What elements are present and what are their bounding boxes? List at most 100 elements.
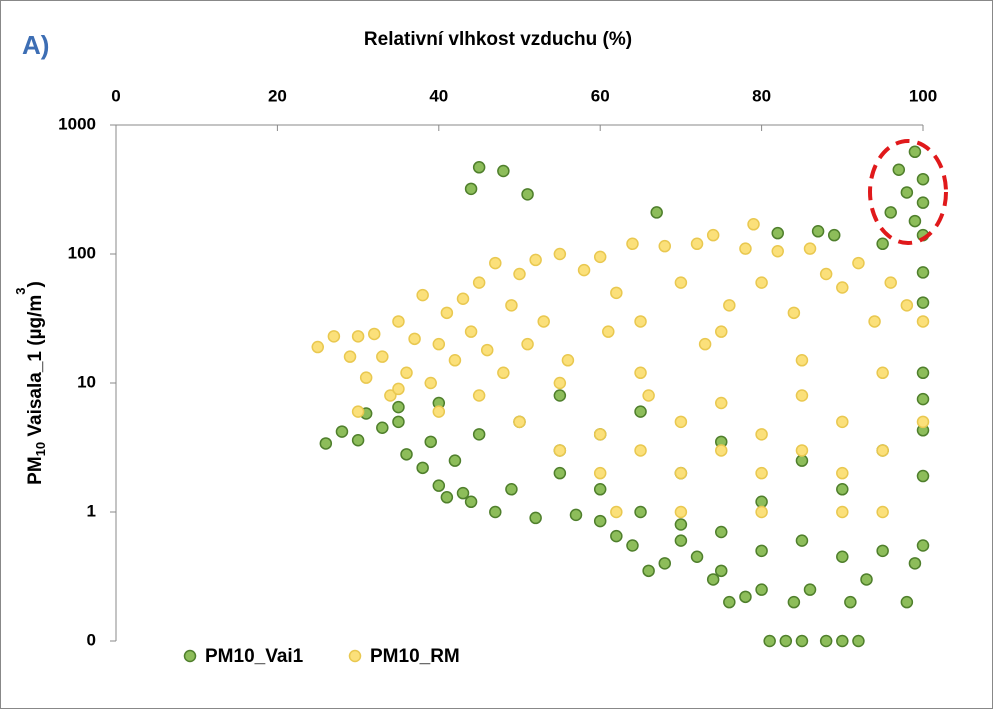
data-point: [392, 315, 405, 328]
y-axis-label-part: 3: [13, 287, 28, 294]
data-point: [876, 505, 889, 519]
data-point: [916, 366, 930, 380]
data-point: [674, 276, 688, 289]
data-point: [836, 634, 849, 648]
data-point: [900, 595, 914, 609]
data-point: [755, 544, 768, 558]
data-point: [610, 505, 623, 519]
data-point: [610, 529, 623, 543]
data-point: [755, 276, 768, 289]
data-point: [359, 371, 373, 384]
data-point: [440, 306, 454, 320]
data-point: [658, 557, 672, 570]
data-point: [819, 634, 833, 648]
x-tick-label: 80: [752, 86, 771, 105]
data-point: [739, 242, 752, 255]
data-point: [795, 534, 809, 547]
x-axis-label: Relativní vlhkost vzduchu (%): [364, 29, 632, 50]
y-tick-label: 1000: [58, 114, 96, 133]
data-point: [795, 634, 809, 648]
data-point: [521, 337, 534, 351]
data-point: [351, 433, 365, 447]
data-point: [787, 595, 801, 609]
data-point: [497, 366, 510, 380]
data-point: [505, 483, 518, 496]
x-tick-label: 0: [111, 86, 120, 105]
data-point: [860, 573, 873, 586]
data-point: [706, 228, 720, 242]
data-point: [795, 354, 809, 367]
data-point: [440, 491, 454, 504]
data-point: [642, 564, 655, 578]
data-point: [674, 534, 688, 547]
data-point: [868, 315, 881, 328]
data-point: [521, 188, 534, 201]
data-point: [602, 325, 615, 338]
data-point: [432, 479, 446, 492]
data-point: [634, 505, 647, 519]
data-point: [916, 315, 930, 328]
data-point: [448, 454, 462, 467]
data-point: [908, 557, 922, 570]
data-point: [634, 366, 647, 380]
data-point: [836, 505, 849, 519]
data-point: [610, 286, 623, 300]
data-point: [634, 315, 647, 328]
data-point: [456, 292, 470, 305]
data-point: [779, 634, 793, 648]
data-point: [593, 428, 607, 441]
data-point: [836, 550, 849, 563]
data-point: [715, 325, 728, 338]
data-point: [706, 573, 720, 586]
data-point: [787, 306, 801, 320]
data-point: [513, 267, 526, 281]
data-point: [416, 288, 429, 302]
data-point: [795, 389, 809, 402]
data-point: [553, 389, 567, 402]
data-point: [811, 225, 825, 238]
data-point: [916, 296, 930, 309]
data-point: [513, 415, 526, 429]
data-point: [593, 483, 607, 496]
data-point: [803, 583, 817, 596]
data-point: [916, 196, 930, 209]
data-point: [908, 214, 922, 228]
data-point: [480, 343, 494, 357]
data-point: [593, 250, 607, 264]
data-point: [448, 354, 462, 367]
data-point: [464, 495, 478, 509]
y-tick-label: 1: [87, 501, 96, 520]
data-point: [376, 350, 389, 363]
data-point: [876, 366, 889, 380]
data-point: [747, 218, 760, 231]
data-point: [852, 256, 865, 270]
data-point: [335, 425, 349, 438]
data-point: [755, 505, 768, 519]
data-point: [626, 539, 639, 552]
data-point: [763, 634, 776, 648]
data-point: [844, 595, 857, 609]
data-point: [593, 514, 607, 528]
y-axis-label: PM10 Vaisala_1 (µg/m3): [13, 281, 48, 485]
data-point: [408, 332, 421, 346]
data-point: [553, 376, 567, 390]
data-point: [319, 437, 333, 450]
data-point: [553, 444, 567, 457]
data-point: [916, 539, 930, 552]
data-point: [577, 263, 591, 277]
data-point: [553, 247, 567, 261]
data-point: [553, 466, 567, 480]
y-axis-label-part: Vaisala_1 (µg/m: [25, 295, 46, 442]
data-point: [916, 469, 930, 483]
data-point: [803, 242, 817, 255]
data-point: [384, 389, 397, 402]
data-point: [916, 172, 930, 186]
data-point: [900, 186, 914, 199]
data-point: [674, 518, 688, 531]
data-point: [489, 256, 502, 270]
legend-label: PM10_RM: [370, 646, 460, 667]
data-point: [884, 206, 897, 219]
data-point: [908, 145, 922, 159]
